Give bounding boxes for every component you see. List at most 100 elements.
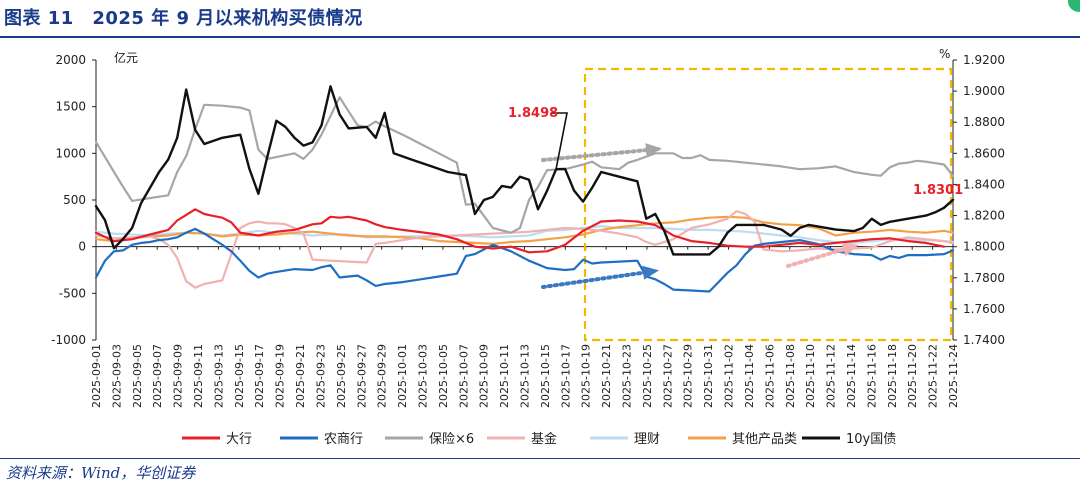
highlight-box-layer: [583, 67, 953, 342]
x-tick-label: 2025-09-19: [274, 344, 287, 408]
annotation-label: 1.8498: [508, 106, 558, 121]
left-tick-label: 1500: [55, 100, 86, 114]
legend-item: 保险×6: [385, 432, 474, 447]
legend-item: 其他产品类: [688, 432, 797, 447]
legend-label: 理财: [634, 432, 660, 447]
x-tick-label: 2025-11-18: [886, 344, 899, 408]
x-tick-label: 2025-09-21: [294, 344, 307, 408]
legend-label: 农商行: [324, 432, 363, 447]
series-layer: [94, 85, 955, 293]
right-axis-unit: %: [939, 47, 950, 61]
x-tick-label: 2025-10-01: [396, 344, 409, 408]
right-tick-label: 1.7400: [963, 333, 1005, 347]
x-tick-label: 2025-10-27: [661, 344, 674, 408]
arrow-rural-bank-trend: [541, 265, 659, 289]
x-tick-label: 2025-10-07: [457, 344, 470, 408]
left-tick-label: 2000: [55, 53, 86, 67]
legend-item: 理财: [590, 432, 660, 447]
right-tick-label: 1.8200: [963, 209, 1005, 223]
series-line-10y国债: [94, 85, 955, 256]
x-tick-label: 2025-11-06: [763, 344, 776, 408]
arrow-head: [841, 242, 859, 257]
x-tick-label: 2025-11-10: [804, 344, 817, 408]
x-tick-label: 2025-11-02: [723, 344, 736, 408]
x-tick-label: 2025-10-03: [416, 344, 429, 408]
left-tick-label: 0: [78, 240, 86, 254]
left-tick-label: -1000: [51, 333, 86, 347]
x-tick-label: 2025-10-25: [641, 344, 654, 408]
x-tick-label: 2025-10-29: [682, 344, 695, 408]
right-tick-label: 1.8800: [963, 115, 1005, 129]
legend-label: 大行: [226, 432, 252, 447]
legend-label: 10y国债: [846, 432, 896, 447]
chart-title: 图表 11 2025 年 9 月以来机构买债情况: [4, 8, 363, 29]
series-line-保险×6: [94, 96, 955, 234]
arrow-fund-trend: [786, 242, 859, 268]
arrow-head: [645, 143, 662, 158]
x-tick-label: 2025-10-31: [702, 344, 715, 408]
x-tick-label: 2025-10-23: [621, 344, 634, 408]
series-line-基金: [94, 210, 955, 289]
corner-logo-mark: [1068, 0, 1080, 12]
left-tick-label: 500: [63, 193, 86, 207]
x-tick-label: 2025-09-29: [376, 344, 389, 408]
x-tick-label: 2025-11-16: [865, 344, 878, 408]
x-tick-label: 2025-09-09: [172, 344, 185, 408]
x-tick-label: 2025-11-14: [845, 344, 858, 408]
x-tick-label: 2025-11-12: [825, 344, 838, 408]
x-tick-label: 2025-10-05: [437, 344, 450, 408]
x-tick-label: 2025-11-20: [906, 344, 919, 408]
x-tick-label: 2025-10-19: [580, 344, 593, 408]
x-tick-label: 2025-09-07: [151, 344, 164, 408]
line-chart: 2000150010005000-500-10001.92001.90001.8…: [51, 47, 1005, 447]
x-tick-label: 2025-10-21: [600, 344, 613, 408]
series-line-农商行: [94, 227, 955, 293]
x-tick-label: 2025-11-04: [743, 344, 756, 408]
x-tick-label: 2025-09-25: [335, 344, 348, 408]
legend-item: 基金: [487, 431, 557, 447]
annotation-label: 1.8301: [913, 183, 963, 198]
right-tick-label: 1.8600: [963, 146, 1005, 160]
legend-label: 基金: [531, 431, 557, 447]
right-tick-label: 1.7600: [963, 302, 1005, 316]
x-tick-label: 2025-11-08: [784, 344, 797, 408]
x-tick-label: 2025-10-17: [559, 344, 572, 408]
right-tick-label: 1.7800: [963, 271, 1005, 285]
x-tick-label: 2025-11-22: [927, 344, 940, 408]
left-tick-label: 1000: [55, 146, 86, 160]
x-tick-label: 2025-09-13: [212, 344, 225, 408]
chart-legend: 大行 农商行 保险×6 基金 理财 其他产品类 10y国债: [182, 431, 896, 447]
highlight-box: [583, 67, 953, 342]
arrow-shaft: [541, 147, 660, 162]
chart-axes: 2000150010005000-500-10001.92001.90001.8…: [51, 47, 1005, 408]
x-tick-label: 2025-09-27: [355, 344, 368, 408]
left-tick-label: -500: [59, 286, 86, 300]
x-tick-label: 2025-09-23: [314, 344, 327, 408]
arrow-head: [642, 265, 659, 280]
left-axis-unit: 亿元: [114, 50, 138, 65]
x-tick-label: 2025-09-11: [192, 344, 205, 408]
right-tick-label: 1.9000: [963, 84, 1005, 98]
legend-item: 农商行: [280, 432, 363, 447]
title-divider: [0, 36, 1080, 38]
series-line-其他产品类: [94, 215, 955, 245]
source-note: 资料来源：Wind，华创证券: [6, 464, 196, 482]
right-tick-label: 1.8400: [963, 177, 1005, 191]
series-line-大行: [94, 208, 946, 254]
arrow-insurance-trend: [541, 143, 662, 162]
annotation-leader: [552, 112, 568, 170]
x-tick-label: 2025-10-11: [498, 344, 511, 408]
x-tick-label: 2025-09-17: [253, 344, 266, 408]
legend-label: 其他产品类: [732, 432, 797, 447]
x-tick-label: 2025-09-15: [233, 344, 246, 408]
x-tick-label: 2025-10-13: [519, 344, 532, 408]
arrow-shaft: [541, 269, 657, 289]
source-divider: [0, 458, 1080, 459]
x-tick-label: 2025-09-05: [131, 344, 144, 408]
annotations: 1.8498 1.8301: [508, 106, 963, 198]
x-tick-label: 2025-10-15: [539, 344, 552, 408]
legend-label: 保险×6: [429, 432, 474, 447]
legend-item: 10y国债: [802, 432, 896, 447]
x-tick-label: 2025-11-24: [947, 344, 960, 408]
x-tick-label: 2025-10-09: [478, 344, 491, 408]
